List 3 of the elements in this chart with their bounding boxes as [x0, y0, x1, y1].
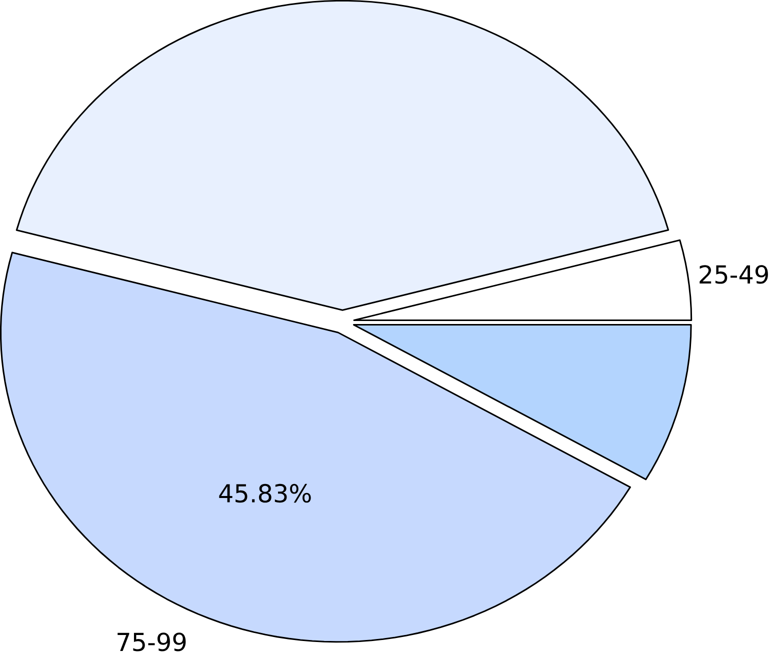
slice-label: 25-49 [700, 265, 768, 284]
data-label: 45.83% [219, 484, 311, 503]
slice-label: 75-99 [118, 632, 186, 652]
